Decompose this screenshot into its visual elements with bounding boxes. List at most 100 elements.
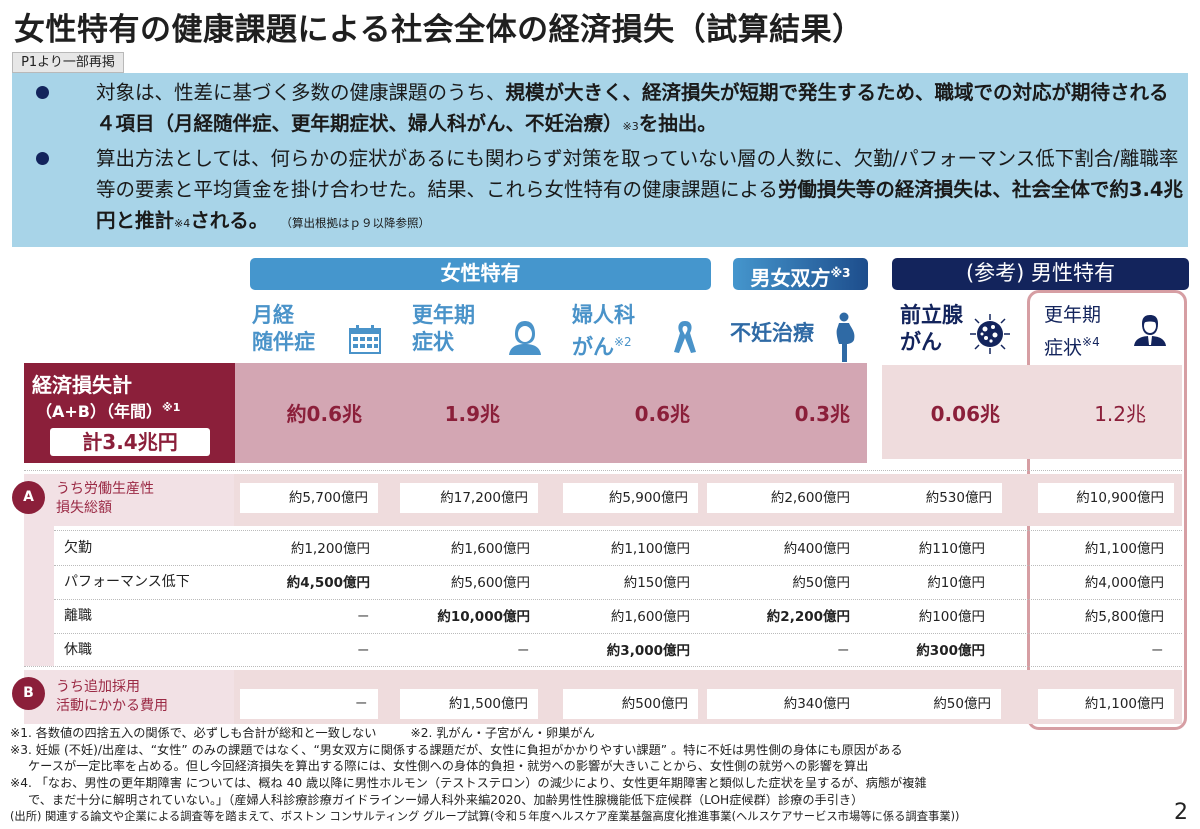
bullet-dot-icon <box>36 86 49 99</box>
breakdown-row-label: 離職 <box>64 608 92 624</box>
breakdown-cell: 約3,000億円 <box>606 643 690 659</box>
page-title: 女性特有の健康課題による社会全体の経済損失（試算結果） <box>14 12 864 48</box>
breakdown-cell: 約5,800億円 <box>1084 609 1164 625</box>
breakdown-row-label: パフォーマンス低下 <box>64 574 190 590</box>
column-menopause-male: 更年期 症状※4 <box>1044 300 1184 362</box>
breakdown-cell: － <box>836 643 851 659</box>
section-a-value: 約2,600億円 <box>707 483 860 513</box>
breakdown-cell: 約150億円 <box>623 575 690 591</box>
section-a-side-bar <box>24 526 54 666</box>
breakdown-cell: 約1,100億円 <box>610 541 690 557</box>
total-value: 1.9兆 <box>444 402 500 426</box>
footnotes: ※1. 各数値の四捨五入の関係で、必ずしも合計が総和と一致しない ※2. 乳がん・… <box>10 725 959 825</box>
breakdown-row-label: 休職 <box>64 642 92 658</box>
column-label: 更年期 症状 <box>412 303 475 354</box>
man-icon <box>1134 315 1166 346</box>
total-band-female <box>235 363 867 463</box>
bullet-2-footnote: ※4 <box>174 217 191 230</box>
breakdown-cell: 約50億円 <box>792 575 850 591</box>
section-a-value: 約5,900億円 <box>563 483 698 513</box>
bullet-1-bold: 規模が大きく、経済損失が短期で発生するため、職域での対応が期待される４項目（月経… <box>96 81 1169 135</box>
column-label: 月経 随伴症 <box>252 303 315 354</box>
total-value: 約0.6兆 <box>286 402 362 426</box>
bullet-2-note: （算出根拠はｐ９以降参照） <box>286 216 430 230</box>
breakdown-cell: 約1,200億円 <box>290 541 370 557</box>
breakdown-cell: 約1,600億円 <box>610 609 690 625</box>
column-label: 更年期 症状※4 <box>1044 304 1102 359</box>
bullet-dot-icon <box>36 152 49 165</box>
breakdown-cell: － <box>1150 643 1165 659</box>
breakdown-cell: － <box>516 643 531 659</box>
breakdown-cell: 約5,600億円 <box>450 575 530 591</box>
total-band-male <box>882 365 1182 459</box>
divider <box>54 599 1182 600</box>
column-menopause-female: 更年期 症状 <box>412 300 552 362</box>
group-both-footnote: ※3 <box>830 266 851 280</box>
breakdown-cell: 約4,500億円 <box>286 575 370 591</box>
breakdown-cell: 約10,000億円 <box>437 609 530 625</box>
total-value: 1.2兆 <box>1094 402 1146 426</box>
woman-icon <box>509 321 541 355</box>
section-a-label-bg <box>24 474 234 526</box>
repost-tag: P1より一部再掲 <box>12 52 124 73</box>
column-prostate-cancer: 前立腺 がん <box>900 300 1030 362</box>
breakdown-cell: 約10億円 <box>927 575 985 591</box>
divider <box>24 666 1182 667</box>
total-value: 0.6兆 <box>634 402 690 426</box>
section-a-value: 約5,700億円 <box>240 483 378 513</box>
breakdown-cell: 約1,100億円 <box>1084 541 1164 557</box>
group-female-header: 女性特有 <box>250 258 711 290</box>
pregnant-icon <box>836 312 855 362</box>
section-b-value: 約340億円 <box>707 689 860 719</box>
page-number: 2 <box>1174 800 1188 825</box>
column-label: 不妊治療 <box>730 321 814 345</box>
footnote-3-cont: ケースが一定比率を占める。但し今回経済損失を算出する際には、女性側への身体的負担… <box>28 759 869 774</box>
calendar-icon <box>349 325 381 354</box>
divider <box>54 565 1182 566</box>
group-both-header: 男女双方※3 <box>733 258 868 290</box>
section-a-value: 約17,200億円 <box>400 483 538 513</box>
section-b-value: － <box>240 689 378 719</box>
section-a-label: うち労働生産性 損失総額 <box>56 481 154 516</box>
bullet-2-bold-end: される。 <box>190 209 269 232</box>
breakdown-cell: 約400億円 <box>783 541 850 557</box>
total-label-title: 経済損失計 <box>32 373 132 397</box>
section-b-value: 約50億円 <box>851 689 1001 719</box>
footnote-1-2: ※1. 各数値の四捨五入の関係で、必ずしも合計が総和と一致しない ※2. 乳がん・… <box>10 726 595 740</box>
total-loss-label: 経済損失計 （A+B）（年間）※1 計3.4兆円 <box>24 363 235 463</box>
section-a-badge: A <box>12 481 45 514</box>
breakdown-row-label: 欠勤 <box>64 540 92 556</box>
group-both-label: 男女双方 <box>750 266 831 290</box>
section-b-value: 約1,500億円 <box>400 689 538 719</box>
column-gynecologic-cancer: 婦人科 がん※2 <box>572 300 712 362</box>
section-b-label: うち追加採用 活動にかかる費用 <box>56 679 168 714</box>
breakdown-cell: － <box>356 609 371 625</box>
section-a-value: 約530億円 <box>854 483 1002 513</box>
breakdown-cell: 約1,600億円 <box>450 541 530 557</box>
column-label: 前立腺 がん <box>900 303 963 354</box>
breakdown-cell: 約4,000億円 <box>1084 575 1164 591</box>
cancer-cell-icon <box>970 314 1010 354</box>
summary-box: 対象は、性差に基づく多数の健康課題のうち、規模が大きく、経済損失が短期で発生する… <box>12 73 1188 247</box>
group-male-header: (参考) 男性特有 <box>892 258 1189 290</box>
section-b-value: 約500億円 <box>563 689 698 719</box>
footnote-4-cont: で、まだ十分に解明されていない。」（産婦人科診療診療ガイドラインー婦人科外来編2… <box>28 792 864 807</box>
total-label-sub: （A+B）（年間）※1 <box>36 401 181 421</box>
total-value: 0.3兆 <box>794 402 850 426</box>
breakdown-cell: 約2,200億円 <box>766 609 850 625</box>
bullet-1-bold-end: を抽出。 <box>638 112 717 135</box>
divider <box>54 633 1182 634</box>
breakdown-cell: － <box>356 643 371 659</box>
bullet-1-text: 対象は、性差に基づく多数の健康課題のうち、 <box>96 81 506 104</box>
bullet-2-text: 算出方法としては、何らかの症状があるにも関わらず対策を取っていない層の人数に、欠… <box>96 147 1179 201</box>
footnote-4: ※4. 「なお、男性の更年期障害 については、概ね 40 歳以降に男性ホルモン（… <box>10 776 927 791</box>
total-sum-badge: 計3.4兆円 <box>50 428 210 456</box>
ribbon-icon <box>674 321 696 353</box>
source-note: (出所) 関連する論文や企業による調査等を踏まえて、ボストン コンサルティング … <box>10 809 960 823</box>
column-infertility: 不妊治療 <box>730 300 870 362</box>
breakdown-cell: 約300億円 <box>916 643 985 659</box>
footnote-3: ※3. 妊娠 (不妊)/出産は、“女性” のみの課題ではなく、“男女双方に関係す… <box>10 742 903 757</box>
breakdown-cell: 約110億円 <box>918 541 985 557</box>
divider <box>54 530 1182 531</box>
section-b-label-bg <box>24 670 234 724</box>
